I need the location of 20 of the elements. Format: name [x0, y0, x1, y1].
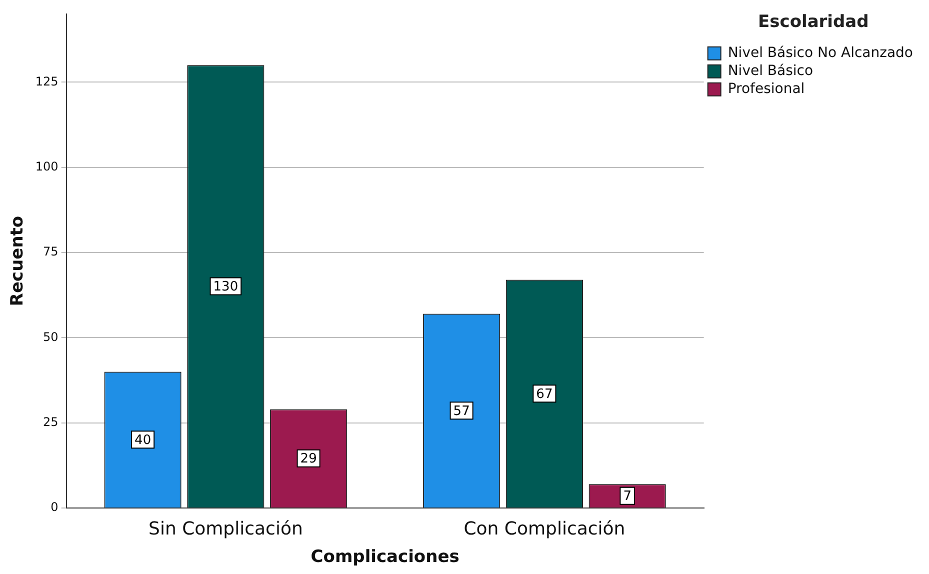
y-tick-label: 75: [43, 244, 58, 259]
legend-label: Profesional: [728, 81, 805, 98]
y-axis-title: Recuento: [8, 216, 28, 306]
x-tick-label: Sin Complicación: [148, 518, 303, 540]
y-tick-label: 0: [50, 500, 58, 514]
y-tick-label: 125: [35, 74, 58, 88]
legend-title: Escolaridad: [758, 12, 869, 32]
data-label: 40: [134, 432, 152, 448]
y-tick-label: 100: [35, 159, 58, 174]
data-label: 57: [453, 404, 470, 420]
x-axis-title: Complicaciones: [310, 547, 460, 568]
data-label: 130: [213, 280, 238, 295]
data-label: 29: [300, 452, 317, 467]
data-label: 7: [623, 489, 632, 504]
y-tick-label: 50: [43, 330, 58, 344]
data-label: 67: [536, 386, 553, 402]
legend-label: Nivel Básico No Alcanzado: [728, 45, 914, 62]
y-tick-label: 25: [43, 414, 58, 429]
legend-label: Nivel Básico: [728, 63, 814, 80]
x-tick-label: Con Complicación: [464, 518, 626, 540]
